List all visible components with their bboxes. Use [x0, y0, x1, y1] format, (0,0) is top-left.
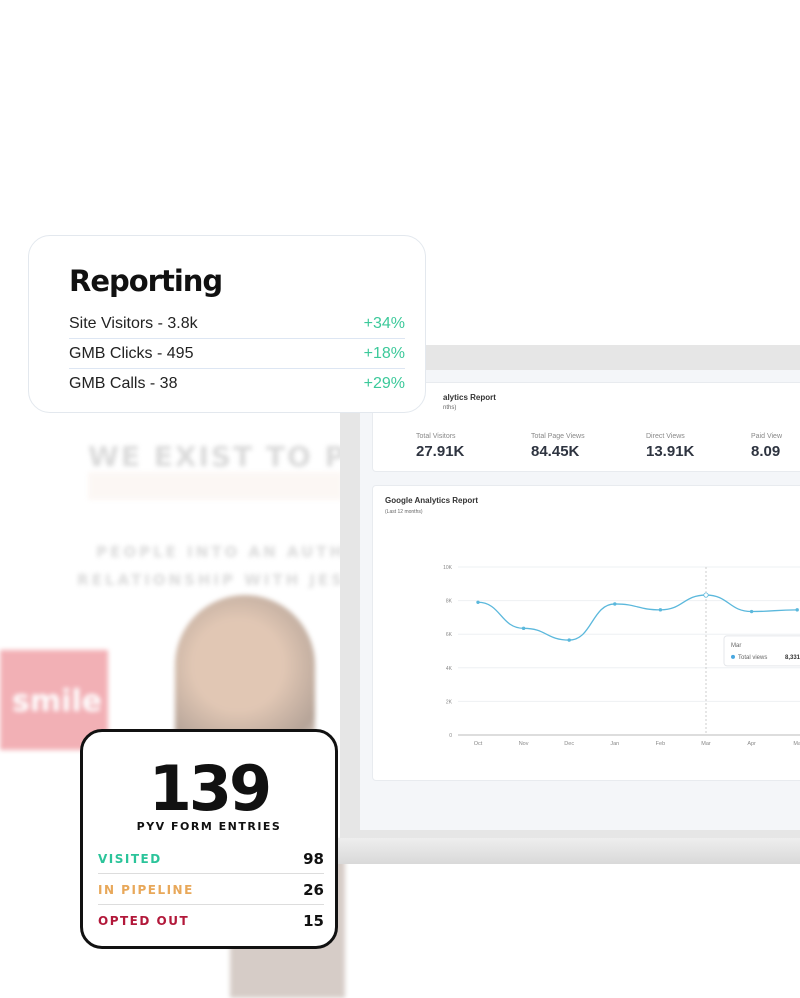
- pyv-row-in-pipeline: IN PIPELINE 26: [98, 875, 324, 905]
- row-change: +29%: [363, 375, 405, 392]
- y-tick-label: 10K: [443, 565, 453, 571]
- entries-caption: PYV FORM ENTRIES: [136, 820, 282, 833]
- stat-paid-views: Paid View 8.09: [751, 433, 782, 460]
- bg-subline-2: RELATIONSHIP WITH JES: [77, 571, 345, 589]
- chart-subtitle: (Last 12 months): [385, 509, 423, 515]
- x-tick-label: Feb: [656, 741, 665, 747]
- tooltip-value: 8,331: [785, 655, 800, 661]
- tooltip: [723, 635, 800, 667]
- stat-total-page-views: Total Page Views 84.45K: [531, 433, 585, 460]
- row-label: Site Visitors - 3.8k: [69, 314, 198, 332]
- bg-headline-shadow: [88, 472, 343, 500]
- data-point: [521, 626, 526, 631]
- stat-value: 8.09: [751, 443, 781, 460]
- row-change: +34%: [363, 314, 405, 332]
- reporting-row: GMB Calls - 38 +29%: [69, 369, 405, 399]
- reporting-title: Reporting: [69, 264, 223, 298]
- row-label: IN PIPELINE: [98, 882, 194, 897]
- bg-headline: WE EXIST TO PR: [88, 440, 343, 473]
- row-value: 15: [303, 912, 324, 930]
- data-point: [795, 608, 799, 612]
- smile-sign: smile: [0, 650, 108, 750]
- sign-text: smile: [12, 684, 103, 719]
- stat-total-visitors: Total Visitors 27.91K: [416, 433, 464, 460]
- x-tick-label: Dec: [564, 741, 574, 747]
- data-point: [476, 600, 480, 604]
- data-point: [703, 592, 709, 598]
- line-chart[interactable]: 0 2K 4K 6K 8K 10K Oct Nov Dec Jan Feb Mar Apr Ma Mar To…: [373, 486, 800, 782]
- row-label: GMB Calls - 38: [69, 375, 178, 392]
- stat-value: 13.91K: [646, 443, 695, 460]
- stats-title: alytics Report: [443, 393, 496, 402]
- data-point: [749, 609, 754, 614]
- row-change: +18%: [363, 344, 405, 362]
- stat-label: Total Page Views: [531, 433, 585, 440]
- reporting-row: GMB Clicks - 495 +18%: [69, 339, 405, 369]
- x-tick-label: Apr: [747, 741, 756, 747]
- x-tick-label: Jan: [610, 741, 619, 747]
- reporting-row: Site Visitors - 3.8k +34%: [69, 309, 405, 339]
- stats-subtitle: nths): [443, 405, 457, 411]
- pyv-row-opted-out: OPTED OUT 15: [98, 906, 324, 936]
- data-point: [567, 638, 571, 642]
- stat-label: Paid View: [751, 433, 783, 440]
- analytics-dashboard: alytics Report nths) Total Visitors 27.91…: [360, 370, 800, 830]
- y-tick-label: 4K: [446, 666, 453, 672]
- pyv-form-entries-card: 139 PYV FORM ENTRIES VISITED 98 IN PIPELI…: [80, 729, 338, 949]
- tooltip-category: Mar: [731, 643, 741, 649]
- stat-value: 27.91K: [416, 443, 465, 460]
- stat-label: Total Visitors: [416, 433, 456, 440]
- data-point: [613, 602, 617, 606]
- stat-value: 84.45K: [531, 443, 580, 460]
- laptop-base: [330, 838, 800, 864]
- chart-title: Google Analytics Report: [385, 496, 479, 505]
- pyv-row-visited: VISITED 98: [98, 844, 324, 874]
- y-tick-label: 0: [449, 733, 452, 739]
- stat-label: Direct Views: [646, 433, 685, 440]
- x-tick-label: Mar: [701, 741, 711, 747]
- tooltip-dot: [731, 654, 735, 659]
- y-tick-label: 8K: [446, 599, 453, 605]
- data-point: [658, 608, 663, 612]
- chart-card: Google Analytics Report (Last 12 months)…: [372, 485, 800, 781]
- row-label: OPTED OUT: [98, 914, 190, 928]
- stat-direct-views: Direct Views 13.91K: [646, 433, 694, 460]
- tooltip-label: Total views: [738, 655, 767, 661]
- bg-subline: PEOPLE INTO AN AUTH RELATIONSHIP WITH JES: [60, 538, 345, 594]
- series-line: [477, 594, 798, 641]
- row-label: GMB Clicks - 495: [69, 344, 194, 362]
- x-tick-label: Nov: [519, 741, 529, 747]
- stats-card: alytics Report nths) Total Visitors 27.91…: [372, 382, 800, 472]
- bg-subline-1: PEOPLE INTO AN AUTH: [96, 543, 345, 561]
- reporting-card: Reporting Site Visitors - 3.8k +34% GMB C…: [28, 235, 426, 413]
- row-label: VISITED: [98, 851, 162, 866]
- row-value: 26: [303, 880, 324, 899]
- y-tick-label: 2K: [446, 699, 453, 705]
- row-value: 98: [303, 849, 324, 868]
- y-tick-label: 6K: [446, 632, 453, 638]
- entries-count: 139: [148, 752, 272, 825]
- x-tick-label: Oct: [474, 741, 483, 747]
- x-tick-label: Ma: [793, 741, 800, 747]
